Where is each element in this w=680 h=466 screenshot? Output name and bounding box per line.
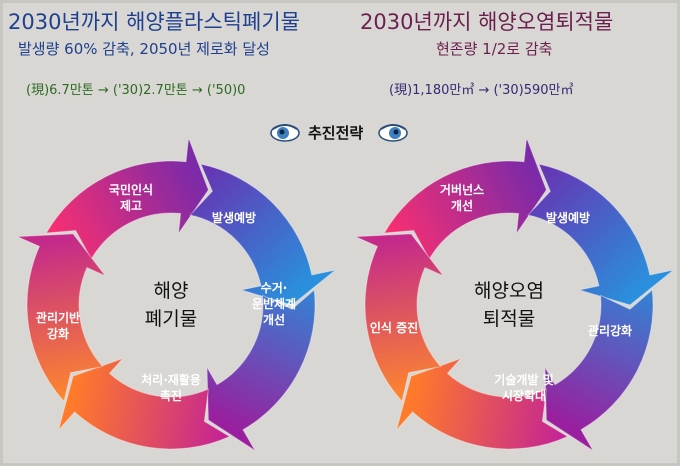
cycle-arrow-segment xyxy=(206,288,316,451)
cycle-arrow-segment xyxy=(527,163,674,306)
strategy-header: 추진전략 xyxy=(270,121,410,145)
cycle-segment-label: 관리기반 강화 xyxy=(36,310,80,341)
left-subtitle: 발생량 60% 감축, 2050년 제로화 달성 xyxy=(18,40,270,58)
cycle-center-label: 퇴적물 xyxy=(483,308,535,330)
cycle-segment-label-line: 운반체계 xyxy=(252,296,296,311)
eye-icon xyxy=(378,124,408,142)
cycle-center-label: 해양 xyxy=(154,280,189,302)
cycle-segment-label-line: 거버넌스 xyxy=(440,182,484,197)
cycle-arrow-segment xyxy=(189,163,336,306)
cycle-segment-label-line: 제고 xyxy=(120,199,142,213)
cycle-segment-label-line: 인식 증진 xyxy=(370,320,418,335)
cycle-segment-label-line: 관리강화 xyxy=(588,323,632,338)
cycle-segment-label: 관리강화 xyxy=(588,323,632,338)
cycle-segment-label: 발생예방 xyxy=(212,210,256,225)
cycle-arrow-segment xyxy=(58,358,231,450)
cycle-arrow-segment xyxy=(45,140,209,261)
right-subtitle: 현존량 1/2로 감축 xyxy=(436,40,553,58)
cycle-segment-label-line: 수거· xyxy=(261,280,288,295)
left-title: 2030년까지 해양플라스틱폐기물 xyxy=(8,10,300,34)
cycle-segment-label: 거버넌스 개선 xyxy=(440,182,484,213)
cycle-segment-label: 기술개발 및 시장확대 xyxy=(494,372,553,403)
cycle-segment-label: 처리·재활용 촉진 xyxy=(141,372,201,403)
cycle-segment-label: 발생예방 xyxy=(546,210,590,225)
right-title: 2030년까지 해양오염퇴적물 xyxy=(360,10,614,34)
cycle-segment-label-line: 처리·재활용 xyxy=(141,372,201,387)
cycle-arrow-segment xyxy=(396,358,569,450)
cycle-center-label: 해양오염 xyxy=(474,280,544,302)
cycle-arrow-segment xyxy=(17,233,106,403)
cycle-segment-label-line: 관리기반 xyxy=(36,310,80,325)
cycle-segment-label: 인식 증진 xyxy=(370,320,418,335)
cycle-segment-label-line: 강화 xyxy=(47,326,69,341)
left-stat: (現)6.7만톤 → ('30)2.7만톤 → ('50)0 xyxy=(26,83,246,98)
cycle-segment-label-line: 기술개발 및 xyxy=(494,372,553,387)
strategy-label: 추진전략 xyxy=(308,124,364,142)
cycle-segment-label-line: 개선 xyxy=(263,312,285,327)
cycle-segment-label-line: 발생예방 xyxy=(546,210,590,225)
eye-icon xyxy=(270,124,300,142)
cycle-segment-label: 수거· 운반체계 개선 xyxy=(252,280,296,327)
cycle-arrow-segment xyxy=(544,288,654,451)
cycle-arrow-segment xyxy=(383,140,547,261)
cycle-segment-label-line: 촉진 xyxy=(160,388,182,403)
cycle-segment-label-line: 개선 xyxy=(451,198,473,213)
cycle-segment-label-line: 시장확대 xyxy=(502,388,546,403)
cycle-center-label: 폐기물 xyxy=(145,308,197,330)
cycle-arrow-segment xyxy=(355,233,444,403)
cycle-segment-label-line: 발생예방 xyxy=(212,210,256,225)
cycle-segment-label-line: 국민인식 xyxy=(109,182,153,197)
right-stat: (現)1,180만㎥ → ('30)590만㎥ xyxy=(389,83,574,98)
